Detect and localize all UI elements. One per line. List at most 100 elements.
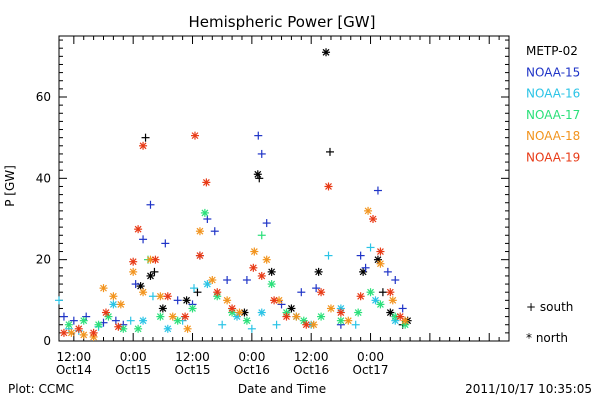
north-point-noaa-19: [396, 312, 405, 321]
chart-title: Hemispheric Power [GW]: [189, 13, 376, 31]
north-point-noaa-19: [249, 263, 258, 272]
south-point-noaa-16: [366, 243, 375, 252]
north-point-noaa-18: [401, 316, 410, 325]
south-point-metp-02: [378, 288, 387, 297]
plot-axes: [58, 35, 510, 342]
plot-frame: [58, 35, 510, 342]
south-point-noaa-17: [257, 231, 266, 240]
north-point-noaa-19: [181, 312, 190, 321]
north-point-metp-02: [386, 308, 395, 317]
legend-item-noaa-18: NOAA-18: [526, 129, 580, 143]
north-point-noaa-17: [376, 300, 385, 309]
north-point-noaa-17: [94, 320, 103, 329]
x-tick-label-date: Oct16: [234, 363, 270, 377]
north-point-noaa-17: [242, 316, 251, 325]
north-point-noaa-19: [101, 308, 110, 317]
x-tick-label-time: 12:00: [57, 350, 92, 364]
north-point-metp-02: [182, 296, 191, 305]
marker-legend-north: * north: [526, 331, 568, 345]
south-point-noaa-15: [139, 235, 148, 244]
north-point-noaa-18: [129, 267, 138, 276]
north-point-noaa-19: [302, 320, 311, 329]
north-point-metp-02: [287, 304, 296, 313]
south-point-noaa-16: [55, 296, 63, 305]
x-tick-label-time: 0:00: [238, 350, 265, 364]
north-point-noaa-17: [354, 308, 363, 317]
south-point-noaa-15: [131, 280, 140, 289]
north-point-noaa-18: [262, 255, 271, 264]
north-point-metp-02: [267, 267, 276, 276]
data-points: [55, 48, 412, 341]
y-tick-label: 0: [43, 334, 51, 348]
south-point-noaa-15: [262, 219, 271, 228]
north-point-noaa-19: [228, 304, 237, 313]
marker-legend-south: + south: [526, 300, 573, 314]
y-tick-label: 20: [36, 253, 51, 267]
south-point-metp-02: [325, 147, 334, 156]
north-point-noaa-18: [168, 312, 177, 321]
north-point-metp-02: [158, 304, 167, 313]
south-point-metp-02: [150, 267, 159, 276]
south-point-noaa-15: [356, 251, 365, 260]
north-point-noaa-19: [202, 178, 211, 187]
legend-item-noaa-19: NOAA-19: [526, 151, 580, 165]
x-axis-label: Date and Time: [238, 382, 326, 396]
north-point-noaa-17: [156, 312, 165, 321]
north-point-noaa-19: [114, 322, 123, 331]
north-point-metp-02: [253, 170, 262, 179]
north-point-noaa-18: [79, 330, 88, 339]
south-point-noaa-15: [391, 276, 400, 284]
north-point-noaa-17: [79, 316, 88, 325]
x-tick-label-date: Oct17: [353, 363, 389, 377]
south-point-noaa-16: [247, 324, 256, 333]
south-point-noaa-15: [361, 263, 370, 272]
south-point-noaa-15: [373, 186, 382, 195]
y-tick-label: 60: [36, 90, 51, 104]
north-point-noaa-19: [134, 225, 143, 234]
south-point-noaa-15: [312, 284, 321, 293]
x-tick-label-time: 0:00: [120, 350, 147, 364]
series-legend: METP-02 NOAA-15 NOAA-16 NOAA-17 NOAA-18 NOAA-…: [526, 44, 580, 165]
north-point-noaa-18: [195, 227, 204, 236]
south-point-noaa-16: [272, 320, 281, 329]
north-point-noaa-18: [99, 284, 108, 293]
legend-item-noaa-17: NOAA-17: [526, 108, 580, 122]
north-point-noaa-17: [200, 208, 209, 217]
south-point-noaa-15: [59, 312, 68, 321]
south-point-metp-02: [141, 133, 150, 142]
north-point-metp-02: [322, 48, 331, 57]
south-point-noaa-16: [324, 251, 333, 260]
north-point-noaa-19: [163, 292, 172, 301]
north-point-noaa-19: [324, 182, 333, 191]
north-point-noaa-16: [139, 316, 148, 325]
north-point-noaa-19: [317, 288, 326, 297]
north-point-noaa-18: [208, 276, 217, 284]
north-point-noaa-19: [195, 251, 204, 260]
north-point-noaa-18: [116, 300, 125, 309]
south-point-noaa-16: [190, 284, 198, 293]
north-point-noaa-18: [364, 206, 373, 215]
north-point-noaa-17: [173, 316, 182, 325]
north-point-metp-02: [373, 255, 382, 264]
x-tick-label-date: Oct14: [56, 363, 92, 377]
north-point-noaa-18: [183, 324, 192, 333]
north-point-noaa-18: [139, 288, 148, 297]
north-point-noaa-17: [391, 312, 400, 321]
south-point-noaa-15: [277, 300, 286, 309]
plot-timestamp: 2011/10/17 10:35:05: [465, 382, 592, 396]
north-point-noaa-19: [270, 296, 279, 305]
north-point-noaa-19: [386, 288, 395, 297]
plot-credit: Plot: CCMC: [8, 382, 74, 396]
south-point-noaa-15: [82, 312, 91, 321]
north-point-noaa-19: [151, 255, 160, 264]
x-tick-label-time: 12:00: [175, 350, 210, 364]
north-point-noaa-19: [356, 292, 365, 301]
south-point-noaa-16: [148, 292, 157, 301]
north-point-noaa-17: [188, 304, 197, 313]
north-point-metp-02: [314, 267, 323, 276]
north-point-noaa-17: [267, 280, 276, 289]
north-point-noaa-19: [89, 328, 98, 337]
north-point-noaa-18: [326, 304, 335, 313]
x-tick-label-time: 0:00: [357, 350, 384, 364]
